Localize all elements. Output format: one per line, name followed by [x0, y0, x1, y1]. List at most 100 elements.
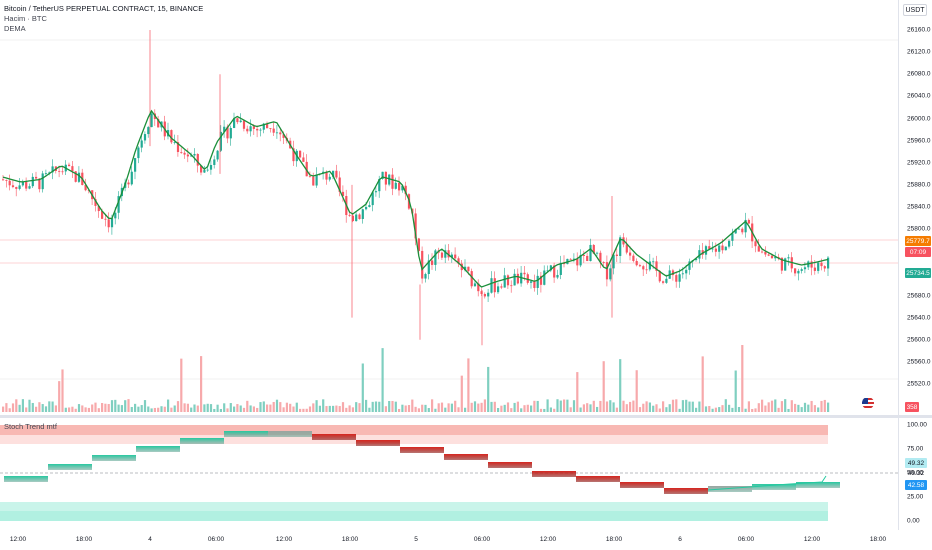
candle-body — [539, 275, 543, 285]
stoch-step — [664, 488, 708, 494]
volume-bar — [454, 400, 457, 412]
volume-bar — [110, 400, 114, 412]
candle-body — [642, 266, 645, 270]
currency-button[interactable]: USDT — [903, 4, 927, 16]
volume-bar — [424, 404, 427, 412]
volume-bar — [761, 399, 764, 412]
candle-body — [556, 274, 559, 278]
candle-body — [48, 172, 51, 174]
volume-bar — [163, 406, 166, 412]
candle-body — [71, 166, 74, 172]
volume-bar — [378, 401, 381, 412]
candle-body — [493, 278, 496, 293]
price-tick: 25600.0 — [907, 336, 931, 344]
volume-bar — [325, 406, 328, 412]
candle-body — [266, 123, 269, 129]
candle-body — [431, 260, 434, 265]
candle-body — [440, 252, 444, 258]
volume-bar — [200, 356, 203, 412]
candle-body — [308, 176, 312, 178]
volume-bar — [233, 406, 236, 412]
volume-bar — [444, 407, 447, 412]
pane-divider[interactable] — [0, 415, 932, 418]
volume-bar — [180, 358, 183, 412]
volume-bar — [256, 407, 259, 412]
volume-bar — [312, 403, 315, 412]
volume-bar — [549, 407, 552, 412]
time-label: 4 — [148, 536, 152, 543]
candle-body — [137, 147, 140, 159]
volume-bar — [5, 403, 8, 412]
candlestick-chart[interactable] — [0, 0, 898, 415]
volume-bar — [213, 408, 216, 412]
volume-bar — [556, 399, 559, 412]
volume-legend[interactable]: Hacim · BTC — [4, 14, 47, 23]
volume-bar — [523, 405, 526, 412]
candle-body — [553, 265, 556, 278]
candle-body — [450, 254, 453, 258]
volume-bar — [91, 404, 94, 412]
volume-bar — [411, 399, 414, 412]
volume-bar — [239, 405, 242, 412]
candle-body — [381, 171, 384, 179]
candle-body — [500, 286, 503, 288]
candle-body — [698, 250, 701, 259]
price-tick: 25640.0 — [907, 314, 931, 322]
volume-bar — [127, 399, 130, 412]
stoch-trend-chart[interactable] — [0, 418, 898, 530]
volume-bar — [134, 403, 137, 412]
volume-bar — [721, 405, 724, 412]
oscillator-legend[interactable]: Stoch Trend mtf — [4, 422, 57, 431]
candle-body — [388, 174, 391, 185]
price-pane[interactable]: Bitcoin / TetherUS PERPETUAL CONTRACT, 1… — [0, 0, 898, 415]
oscillator-tick: 25.00 — [907, 493, 924, 501]
candle-body — [434, 250, 437, 265]
volume-bar — [784, 399, 787, 412]
overbought-band — [0, 425, 828, 435]
candle-body — [823, 266, 826, 269]
time-label: 18:00 — [605, 536, 623, 543]
volume-bar — [602, 361, 605, 412]
candle-body — [173, 142, 176, 143]
candle-body — [200, 165, 203, 173]
volume-bar — [11, 403, 15, 412]
time-label: 12:00 — [539, 536, 557, 543]
stoch-step — [356, 440, 400, 446]
volume-bar — [790, 400, 793, 412]
dema-legend[interactable]: DEMA — [4, 24, 26, 33]
volume-bar — [322, 399, 325, 412]
candle-body — [94, 199, 97, 206]
volume-bar — [437, 403, 440, 412]
time-axis[interactable]: 12:00 18:00 4 06:00 12:00 18:00 5 06:00 12:00 18:… — [0, 530, 898, 550]
candle-body — [229, 127, 232, 139]
candle-body — [127, 182, 130, 185]
volume-bar — [506, 402, 510, 412]
candle-body — [348, 215, 351, 216]
candle-body — [652, 261, 655, 263]
candle-body — [371, 192, 374, 206]
candle-body — [714, 248, 717, 252]
volume-bar — [827, 402, 830, 412]
candle-body — [209, 164, 213, 170]
candle-body — [358, 214, 361, 219]
candle-body — [262, 123, 265, 130]
candle-body — [767, 254, 770, 256]
candle-body — [2, 179, 5, 181]
volume-bar — [695, 407, 698, 412]
us-flag-icon[interactable] — [862, 397, 874, 409]
oscillator-pane[interactable]: Stoch Trend mtf — [0, 418, 898, 530]
price-badge: 25779.7 — [905, 236, 931, 246]
candle-body — [704, 246, 708, 255]
price-tick: 25680.0 — [907, 292, 931, 299]
stoch-step — [4, 476, 48, 482]
candle-body — [510, 285, 513, 287]
candle-body — [186, 154, 189, 157]
volume-bar — [74, 408, 77, 412]
candle-body — [299, 150, 302, 158]
volume-bar — [94, 402, 97, 412]
stoch-step — [224, 431, 268, 437]
candle-body — [546, 270, 549, 272]
volume-bar — [196, 405, 199, 412]
symbol-legend[interactable]: Bitcoin / TetherUS PERPETUAL CONTRACT, 1… — [4, 4, 204, 13]
candle-body — [817, 262, 820, 271]
